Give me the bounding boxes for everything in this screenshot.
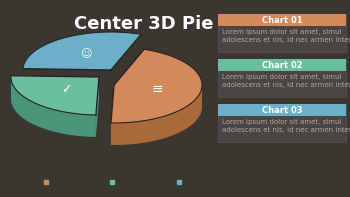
Text: Lorem ipsum dolor sit amet, simul
adolescens et nis, id nec armen interesant.: Lorem ipsum dolor sit amet, simul adoles… [222, 29, 350, 43]
Bar [218, 59, 346, 71]
Text: Lorem ipsum dolor sit amet, simul
adolescens et nis, id nec armen interesant.: Lorem ipsum dolor sit amet, simul adoles… [222, 119, 350, 133]
Text: Lorem ipsum dolor sit amet, simul
adolescens et nis, id nec armen interesant.: Lorem ipsum dolor sit amet, simul adoles… [222, 74, 350, 88]
Text: ☺: ☺ [80, 49, 92, 59]
Bar [218, 59, 346, 97]
Text: ✓: ✓ [62, 84, 72, 97]
Text: ≡: ≡ [152, 82, 163, 96]
Polygon shape [111, 86, 202, 145]
Bar [218, 14, 346, 26]
Text: Chart 02: Chart 02 [262, 60, 302, 70]
Text: Chart 03: Chart 03 [262, 106, 302, 114]
Bar [218, 104, 346, 142]
Text: Center 3D Pie Chart: Center 3D Pie Chart [74, 15, 276, 33]
Polygon shape [111, 49, 202, 123]
Text: Chart 01: Chart 01 [262, 16, 302, 24]
Polygon shape [23, 32, 141, 70]
Polygon shape [96, 77, 99, 137]
Polygon shape [11, 77, 96, 137]
Polygon shape [11, 76, 99, 115]
Bar [218, 104, 346, 116]
Polygon shape [111, 85, 114, 145]
Bar [218, 14, 346, 52]
